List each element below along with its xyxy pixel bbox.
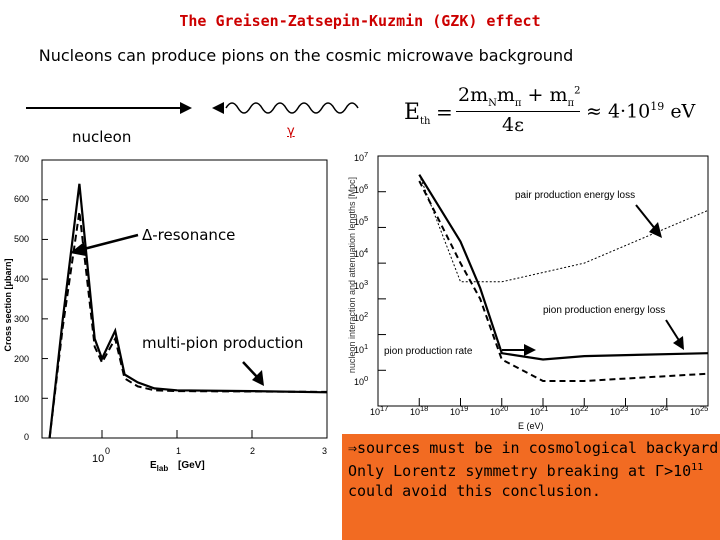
attenuation-solid-line	[418, 174, 709, 361]
multi-pion-label: multi-pion production	[142, 334, 304, 352]
left-ytick: 700	[14, 154, 30, 164]
conclusion-line-1: ⇒sources must be in cosmological backyar…	[348, 439, 719, 457]
left-ytick: 300	[14, 314, 30, 324]
pion-rate-arrowhead	[524, 344, 536, 356]
right-ytick: 107	[354, 150, 369, 163]
left-ytick: 600	[14, 194, 30, 204]
pair-loss-arrow	[635, 204, 657, 231]
formula-fraction-bar	[456, 111, 580, 112]
nucleon-arrowhead	[180, 102, 192, 114]
left-ytick: 100	[14, 394, 30, 404]
pair-loss-arrowhead	[649, 222, 662, 238]
cross-section-solid-line	[48, 183, 328, 439]
right-ytick: 105	[354, 214, 369, 227]
left-xtick-base: 10	[92, 453, 105, 465]
right-ytick: 100	[354, 374, 369, 387]
conclusion-box: ⇒sources must be in cosmological backyar…	[342, 434, 720, 540]
right-ytick: 106	[354, 182, 369, 195]
formula-lhs-sub: th	[420, 116, 431, 127]
gzk-threshold-formula: E th = 2mNmπ + mπ2 4ε ≈ 4·1019 eV	[402, 82, 702, 140]
pion-loss-label: pion production energy loss	[543, 305, 666, 316]
delta-resonance-label: Δ-resonance	[142, 226, 236, 244]
right-xtick: 1019	[450, 404, 469, 417]
left-plot-frame	[41, 159, 328, 439]
slide-subtitle: Nucleons can produce pions on the cosmic…	[38, 46, 574, 65]
multi-pion-arrow	[242, 361, 259, 379]
right-xtick: 1024	[650, 404, 669, 417]
left-plot-ylabel: Cross section [μbarn]	[3, 258, 13, 352]
right-xtick: 1020	[490, 404, 509, 417]
right-ytick: 101	[354, 342, 369, 355]
left-plot-ticks	[42, 159, 328, 439]
left-ytick: 500	[14, 234, 30, 244]
cross-section-plot	[41, 159, 328, 439]
nucleon-label: nucleon	[72, 128, 132, 146]
multi-pion-arrowhead	[252, 370, 264, 386]
right-plot-xlabel: E (eV)	[518, 421, 544, 431]
pair-production-line	[418, 174, 709, 283]
formula-approx: ≈ 4·1019 eV	[586, 100, 696, 123]
left-plot-xunit: [GeV]	[178, 460, 205, 471]
photon-arrowhead	[212, 102, 224, 114]
pion-rate-label: pion production rate	[384, 346, 473, 357]
process-sketch	[26, 102, 359, 114]
right-ytick: 104	[354, 246, 369, 259]
left-ytick: 0	[24, 432, 30, 442]
delta-resonance-arrow	[79, 233, 139, 252]
attenuation-length-plot	[377, 155, 709, 407]
left-xtick-exp: 2	[250, 446, 256, 456]
pair-loss-label: pair production energy loss	[515, 190, 636, 201]
right-xtick: 1022	[570, 404, 589, 417]
right-ytick: 103	[354, 278, 369, 291]
left-xtick-exp: 3	[322, 446, 328, 456]
photon-wave	[225, 102, 359, 114]
cross-section-dashed-line	[48, 211, 328, 439]
conclusion-line-2: Only Lorentz symmetry breaking at Γ>1011	[348, 462, 704, 480]
left-ytick: 400	[14, 274, 30, 284]
left-ytick: 200	[14, 354, 30, 364]
gamma-label: γ	[287, 124, 295, 139]
right-plot-ticks	[377, 155, 709, 407]
left-xtick-exp: 0	[105, 446, 111, 456]
formula-lhs: E	[404, 100, 421, 125]
left-xtick-exp: 1	[176, 446, 182, 456]
right-xtick: 1018	[410, 404, 429, 417]
slide-title: The Greisen-Zatsepin-Kuzmin (GZK) effect	[179, 12, 541, 30]
formula-denominator: 4ε	[502, 114, 524, 136]
right-xtick: 1023	[610, 404, 629, 417]
right-xtick: 1017	[370, 404, 389, 417]
formula-equals: =	[436, 100, 453, 124]
conclusion-line-3: could avoid this conclusion.	[348, 482, 601, 500]
formula-numerator: 2mNmπ + mπ2	[458, 84, 581, 109]
right-xtick: 1021	[530, 404, 549, 417]
pion-loss-arrow	[665, 319, 681, 343]
attenuation-dashed-line	[418, 180, 709, 382]
right-ytick: 102	[354, 310, 369, 323]
delta-resonance-arrowhead	[70, 242, 86, 256]
pion-loss-arrowhead	[673, 336, 684, 350]
right-xtick: 1025	[690, 404, 709, 417]
left-plot-xlabel: Elab	[150, 460, 169, 473]
